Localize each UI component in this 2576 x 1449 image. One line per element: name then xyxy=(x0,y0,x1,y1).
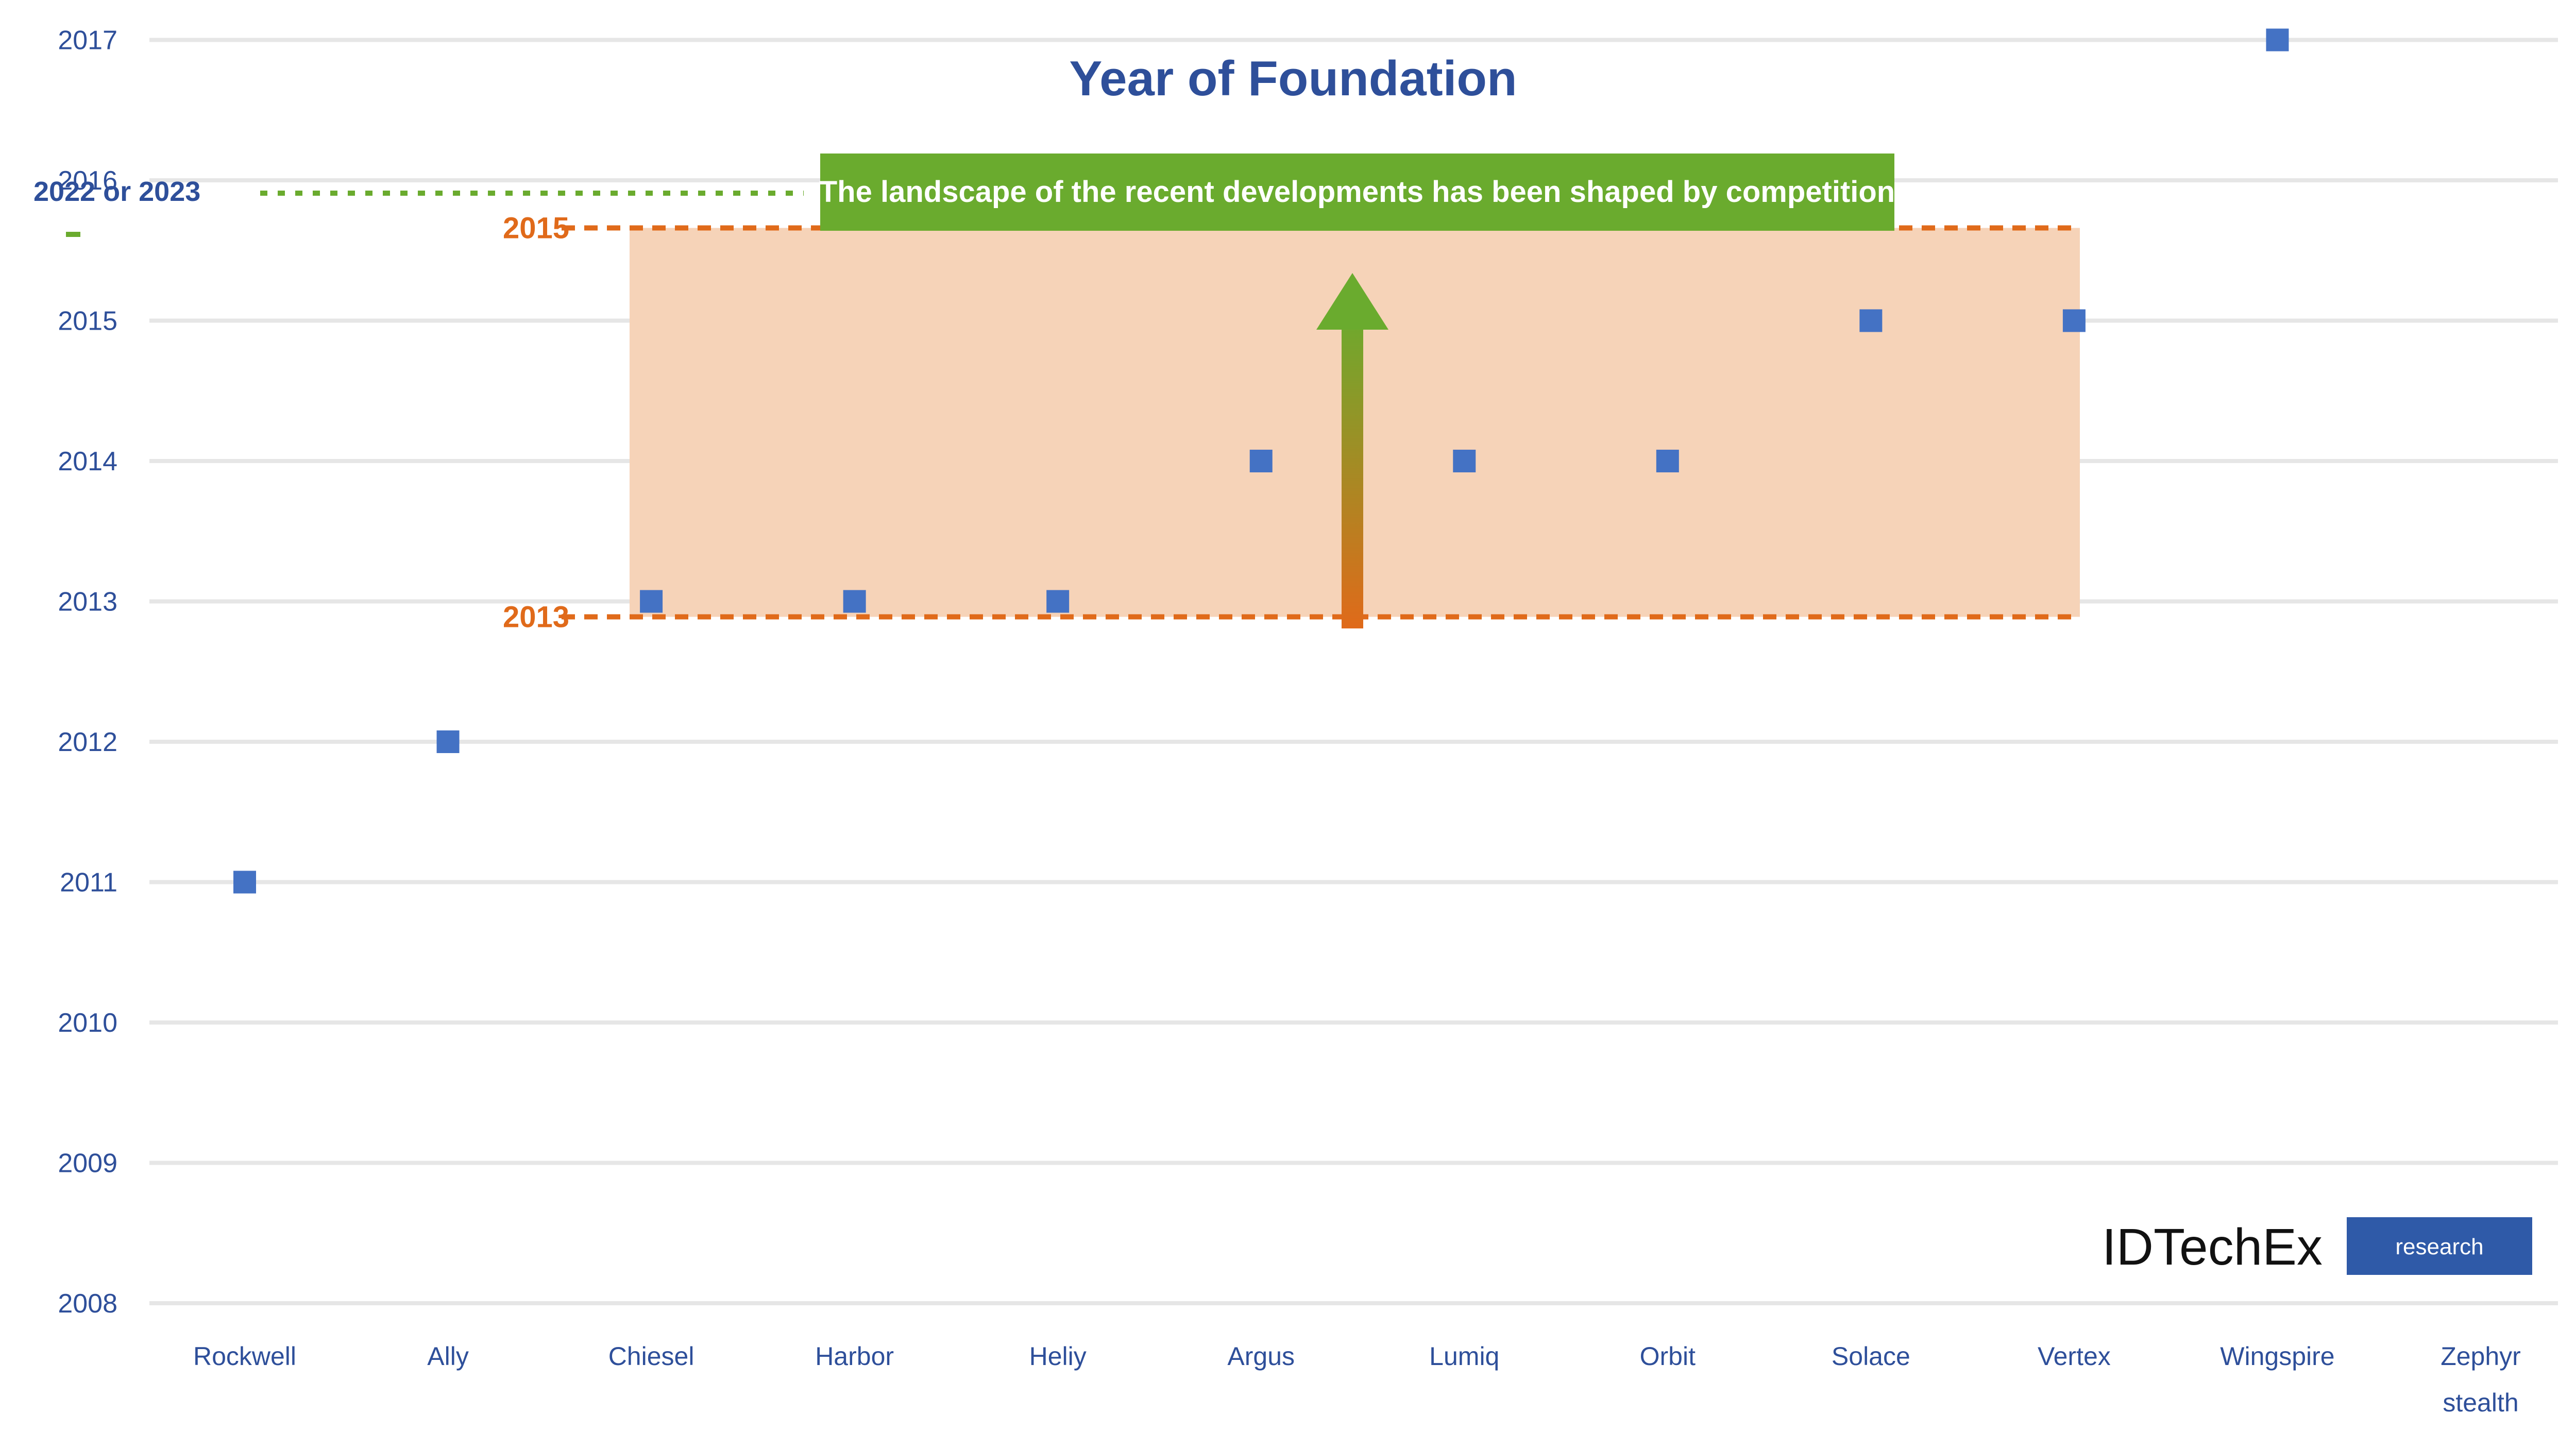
x-tick-label: Harbor xyxy=(815,1342,894,1371)
data-point xyxy=(2062,309,2086,332)
data-point xyxy=(1453,450,1476,472)
data-point xyxy=(1656,450,1679,472)
x-tick-label: Wingspire xyxy=(2220,1342,2334,1371)
x-tick-label: Chiesel xyxy=(608,1342,694,1371)
y-tick-label: 2013 xyxy=(58,587,117,617)
data-point xyxy=(2266,28,2289,52)
x-tick-label: Vertex xyxy=(2038,1342,2111,1371)
x-tick-label: Rockwell xyxy=(193,1342,296,1371)
y-axis: 2008 2009 2010 2011 2012 2013 2014 2015 2016 2017… xyxy=(58,26,117,1319)
y-tick-label: 2016 xyxy=(58,166,117,196)
up-arrow-icon xyxy=(1316,273,1388,628)
band-label-high: 2015 xyxy=(503,212,569,245)
y-tick-label: 2014 xyxy=(58,447,117,476)
data-point xyxy=(233,871,256,894)
x-tick-label: Orbit xyxy=(1640,1342,1696,1371)
data-point xyxy=(436,730,460,753)
annotation-callout: The landscape of the recent developments… xyxy=(819,154,1895,231)
y-tick-label: 2017 xyxy=(58,26,117,56)
highlight-band: 2015 2013 xyxy=(503,212,2080,634)
chart-title: Year of Foundation xyxy=(1069,51,1517,106)
x-tick-label: Argus xyxy=(1227,1342,1295,1371)
y-tick-label: 2015 xyxy=(58,306,117,336)
data-point xyxy=(1046,590,1070,613)
y-tick-label: 2009 xyxy=(58,1149,117,1179)
top-label: 2022 or 2023 xyxy=(33,176,200,207)
logo: IDTechEx research xyxy=(2102,1217,2532,1276)
logo-badge xyxy=(2347,1217,2532,1275)
callout-box xyxy=(820,154,1894,231)
band-label-low: 2013 xyxy=(503,601,569,634)
x-tick-label: Lumiq xyxy=(1429,1342,1499,1371)
y-tick-label: 2011 xyxy=(60,868,117,898)
x-tick-sublabel: stealth xyxy=(2443,1388,2518,1417)
data-point xyxy=(1859,309,1883,332)
y-tick-label: 2010 xyxy=(58,1008,117,1038)
x-tick-label: Heliy xyxy=(1029,1342,1087,1371)
data-point xyxy=(843,590,866,613)
x-axis: Rockwell Ally Chiesel Harbor Heliy Argus Lumiq… xyxy=(193,1342,2521,1417)
logo-badge-text: research xyxy=(2395,1234,2483,1259)
callout-text: The landscape of the recent developments… xyxy=(819,175,1895,209)
x-tick-label: Ally xyxy=(427,1342,469,1371)
logo-wordmark: IDTechEx xyxy=(2102,1218,2323,1276)
top-reference: 2022 or 2023 xyxy=(33,176,804,237)
x-tick-label: Zephyr xyxy=(2441,1342,2521,1371)
y-tick-label: 2008 xyxy=(58,1289,117,1319)
y-tick-label: 2012 xyxy=(58,727,117,757)
data-point xyxy=(640,590,663,613)
x-tick-label: Solace xyxy=(1832,1342,1910,1371)
data-points xyxy=(233,28,2289,894)
top-marker xyxy=(66,232,80,237)
data-point xyxy=(1249,450,1273,472)
